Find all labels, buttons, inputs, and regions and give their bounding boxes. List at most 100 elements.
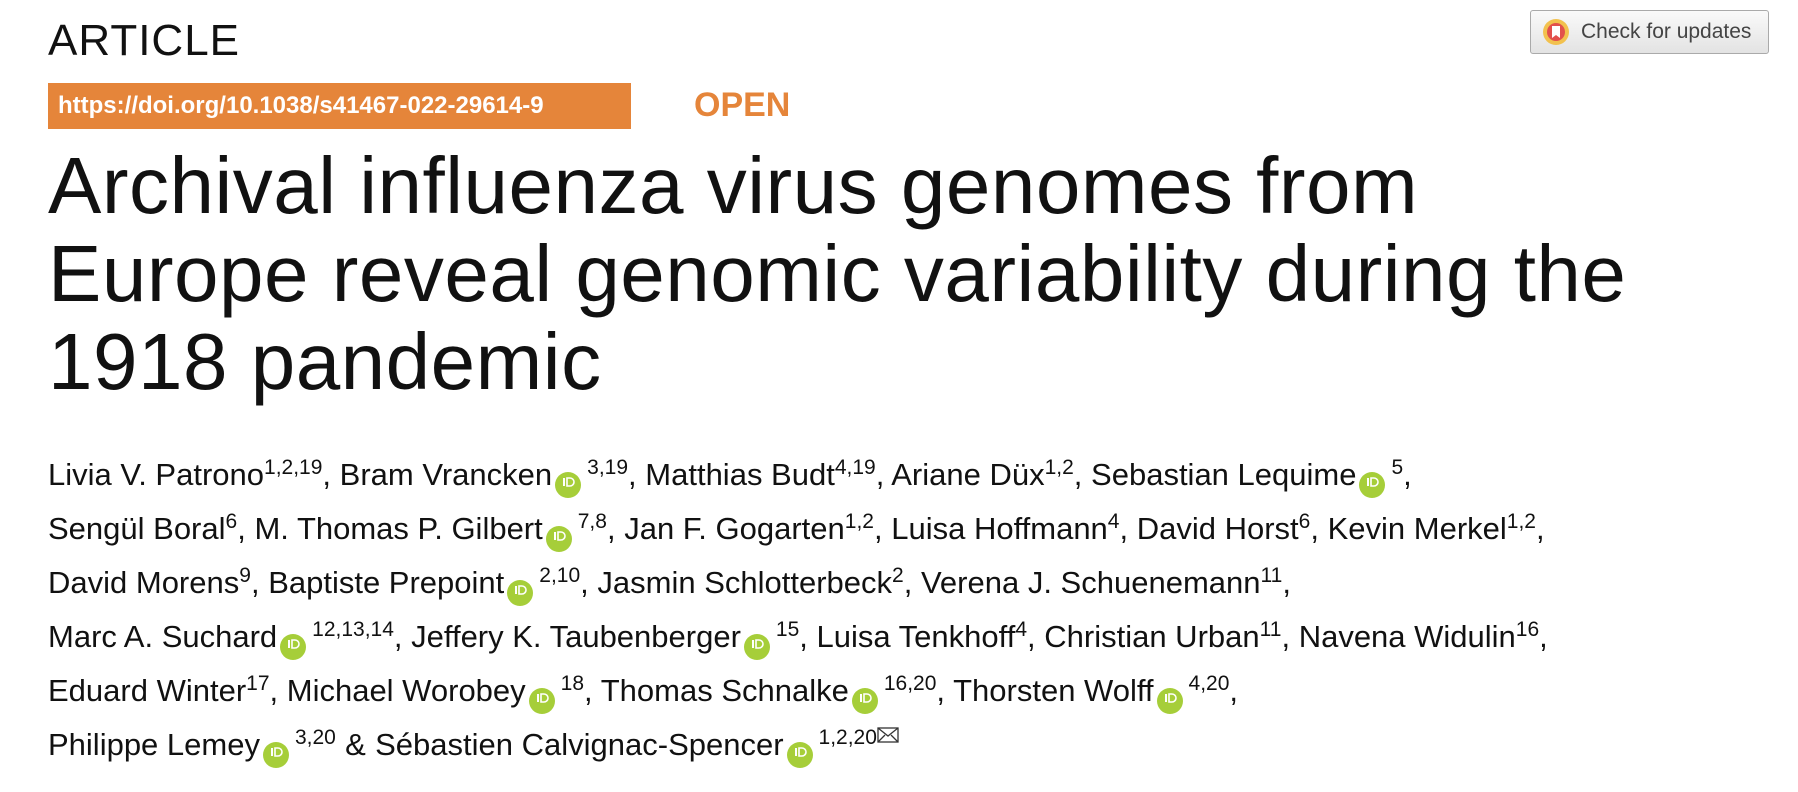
orcid-icon[interactable] (545, 526, 572, 552)
author-list: Livia V. Patrono1,2,19, Bram Vrancken 3,1… (48, 448, 1548, 772)
affiliation: 5 (1391, 456, 1404, 479)
affiliation: 16,20 (883, 672, 937, 695)
update-icon (1543, 19, 1569, 45)
separator: , (628, 457, 637, 492)
author-name: Livia V. Patrono (48, 457, 265, 492)
separator: , (875, 457, 885, 492)
affiliation: 12,13,14 (312, 618, 394, 641)
separator: , (584, 673, 593, 708)
orcid-icon[interactable] (851, 688, 878, 714)
author-name: Verena J. Schuenemann (920, 565, 1261, 600)
author-name: Ariane Düx (891, 457, 1045, 492)
orcid-icon[interactable] (262, 742, 289, 768)
separator: , (1539, 619, 1548, 654)
affiliation: 4,20 (1188, 672, 1230, 695)
author-name: Jan F. Gogarten (624, 511, 845, 546)
affiliation: 16 (1515, 618, 1540, 641)
doi-link[interactable]: https://doi.org/10.1038/s41467-022-29614… (48, 83, 631, 129)
separator: , (393, 619, 403, 654)
affiliation: 9 (239, 564, 251, 587)
separator: , (903, 565, 913, 600)
separator: , (873, 511, 883, 546)
author-name: Michael Worobey (286, 673, 526, 708)
affiliation: 17 (246, 672, 270, 695)
author-name: Sengül Boral (48, 511, 226, 546)
affiliation: 11 (1260, 564, 1283, 587)
affiliation: 4 (1107, 510, 1120, 533)
author-name: M. Thomas P. Gilbert (254, 511, 543, 546)
author-line: David Morens9, Baptiste Prepoint 2,10, Ja… (48, 556, 1548, 610)
author-line: Eduard Winter17, Michael Worobey 18, Thom… (48, 664, 1548, 718)
orcid-icon[interactable] (1359, 472, 1386, 498)
author-name: Jeffery K. Taubenberger (411, 619, 741, 654)
affiliation: 1,2 (1506, 510, 1536, 533)
separator: , (237, 511, 246, 546)
author-name: Marc A. Suchard (48, 619, 278, 654)
separator: , (1027, 619, 1036, 654)
affiliation: 15 (775, 618, 800, 641)
author-name: David Horst (1136, 511, 1299, 546)
separator: , (799, 619, 808, 654)
separator: , (250, 565, 260, 600)
author-name: Jasmin Schlotterbeck (597, 565, 893, 600)
open-access-label: OPEN (694, 86, 791, 124)
separator: , (606, 511, 616, 546)
separator: , (1403, 457, 1412, 492)
orcid-icon[interactable] (1156, 688, 1183, 714)
orcid-icon[interactable] (555, 472, 582, 498)
affiliation: 2,10 (539, 564, 581, 587)
author-line: Sengül Boral6, M. Thomas P. Gilbert 7,8, … (48, 502, 1548, 556)
separator: , (269, 673, 279, 708)
affiliation: 1,2 (844, 510, 874, 533)
separator: , (1229, 673, 1239, 708)
affiliation: 1,2,20 (818, 726, 877, 749)
author-name: Navena Widulin (1298, 619, 1516, 654)
author-line: Marc A. Suchard 12,13,14, Jeffery K. Taub… (48, 610, 1548, 664)
separator: & (345, 727, 366, 762)
orcid-icon[interactable] (743, 634, 770, 660)
separator: , (936, 673, 946, 708)
separator: , (1282, 565, 1291, 600)
affiliation: 4,19 (834, 456, 876, 479)
author-name: Eduard Winter (48, 673, 247, 708)
author-name: Christian Urban (1044, 619, 1260, 654)
author-name: Thomas Schnalke (600, 673, 849, 708)
separator: , (1119, 511, 1129, 546)
orcid-icon[interactable] (528, 688, 555, 714)
author-name: Baptiste Prepoint (268, 565, 505, 600)
orcid-icon[interactable] (280, 634, 307, 660)
author-name: Sebastian Lequime (1091, 457, 1357, 492)
author-name: Philippe Lemey (48, 727, 260, 762)
affiliation: 3,19 (587, 456, 629, 479)
author-name: Kevin Merkel (1327, 511, 1507, 546)
affiliation: 11 (1259, 618, 1282, 641)
separator: , (1310, 511, 1319, 546)
author-name: Thorsten Wolff (953, 673, 1154, 708)
affiliation: 1,2 (1044, 456, 1074, 479)
author-name: Sébastien Calvignac-Spencer (375, 727, 784, 762)
author-name: Matthias Budt (645, 457, 835, 492)
affiliation: 7,8 (577, 510, 607, 533)
affiliation: 18 (560, 672, 585, 695)
separator: , (322, 457, 332, 492)
author-line: Philippe Lemey 3,20 & Sébastien Calvignac-S… (48, 718, 1548, 772)
orcid-icon[interactable] (507, 580, 534, 606)
check-updates-button[interactable]: Check for updates (1530, 10, 1769, 54)
separator: , (580, 565, 589, 600)
separator: , (1073, 457, 1083, 492)
affiliation: 1,2,19 (264, 456, 323, 479)
separator: , (1536, 511, 1545, 546)
author-name: Luisa Hoffmann (891, 511, 1108, 546)
orcid-icon[interactable] (786, 742, 813, 768)
author-name: David Morens (48, 565, 240, 600)
affiliation: 3,20 (294, 726, 336, 749)
author-line: Livia V. Patrono1,2,19, Bram Vrancken 3,1… (48, 448, 1548, 502)
author-name: Luisa Tenkhoff (816, 619, 1016, 654)
button-label: Check for updates (1581, 20, 1752, 43)
section-label: ARTICLE (48, 16, 241, 65)
separator: , (1281, 619, 1291, 654)
affiliation: 4 (1015, 618, 1027, 641)
email-icon[interactable] (877, 727, 899, 762)
affiliation: 2 (892, 564, 904, 587)
